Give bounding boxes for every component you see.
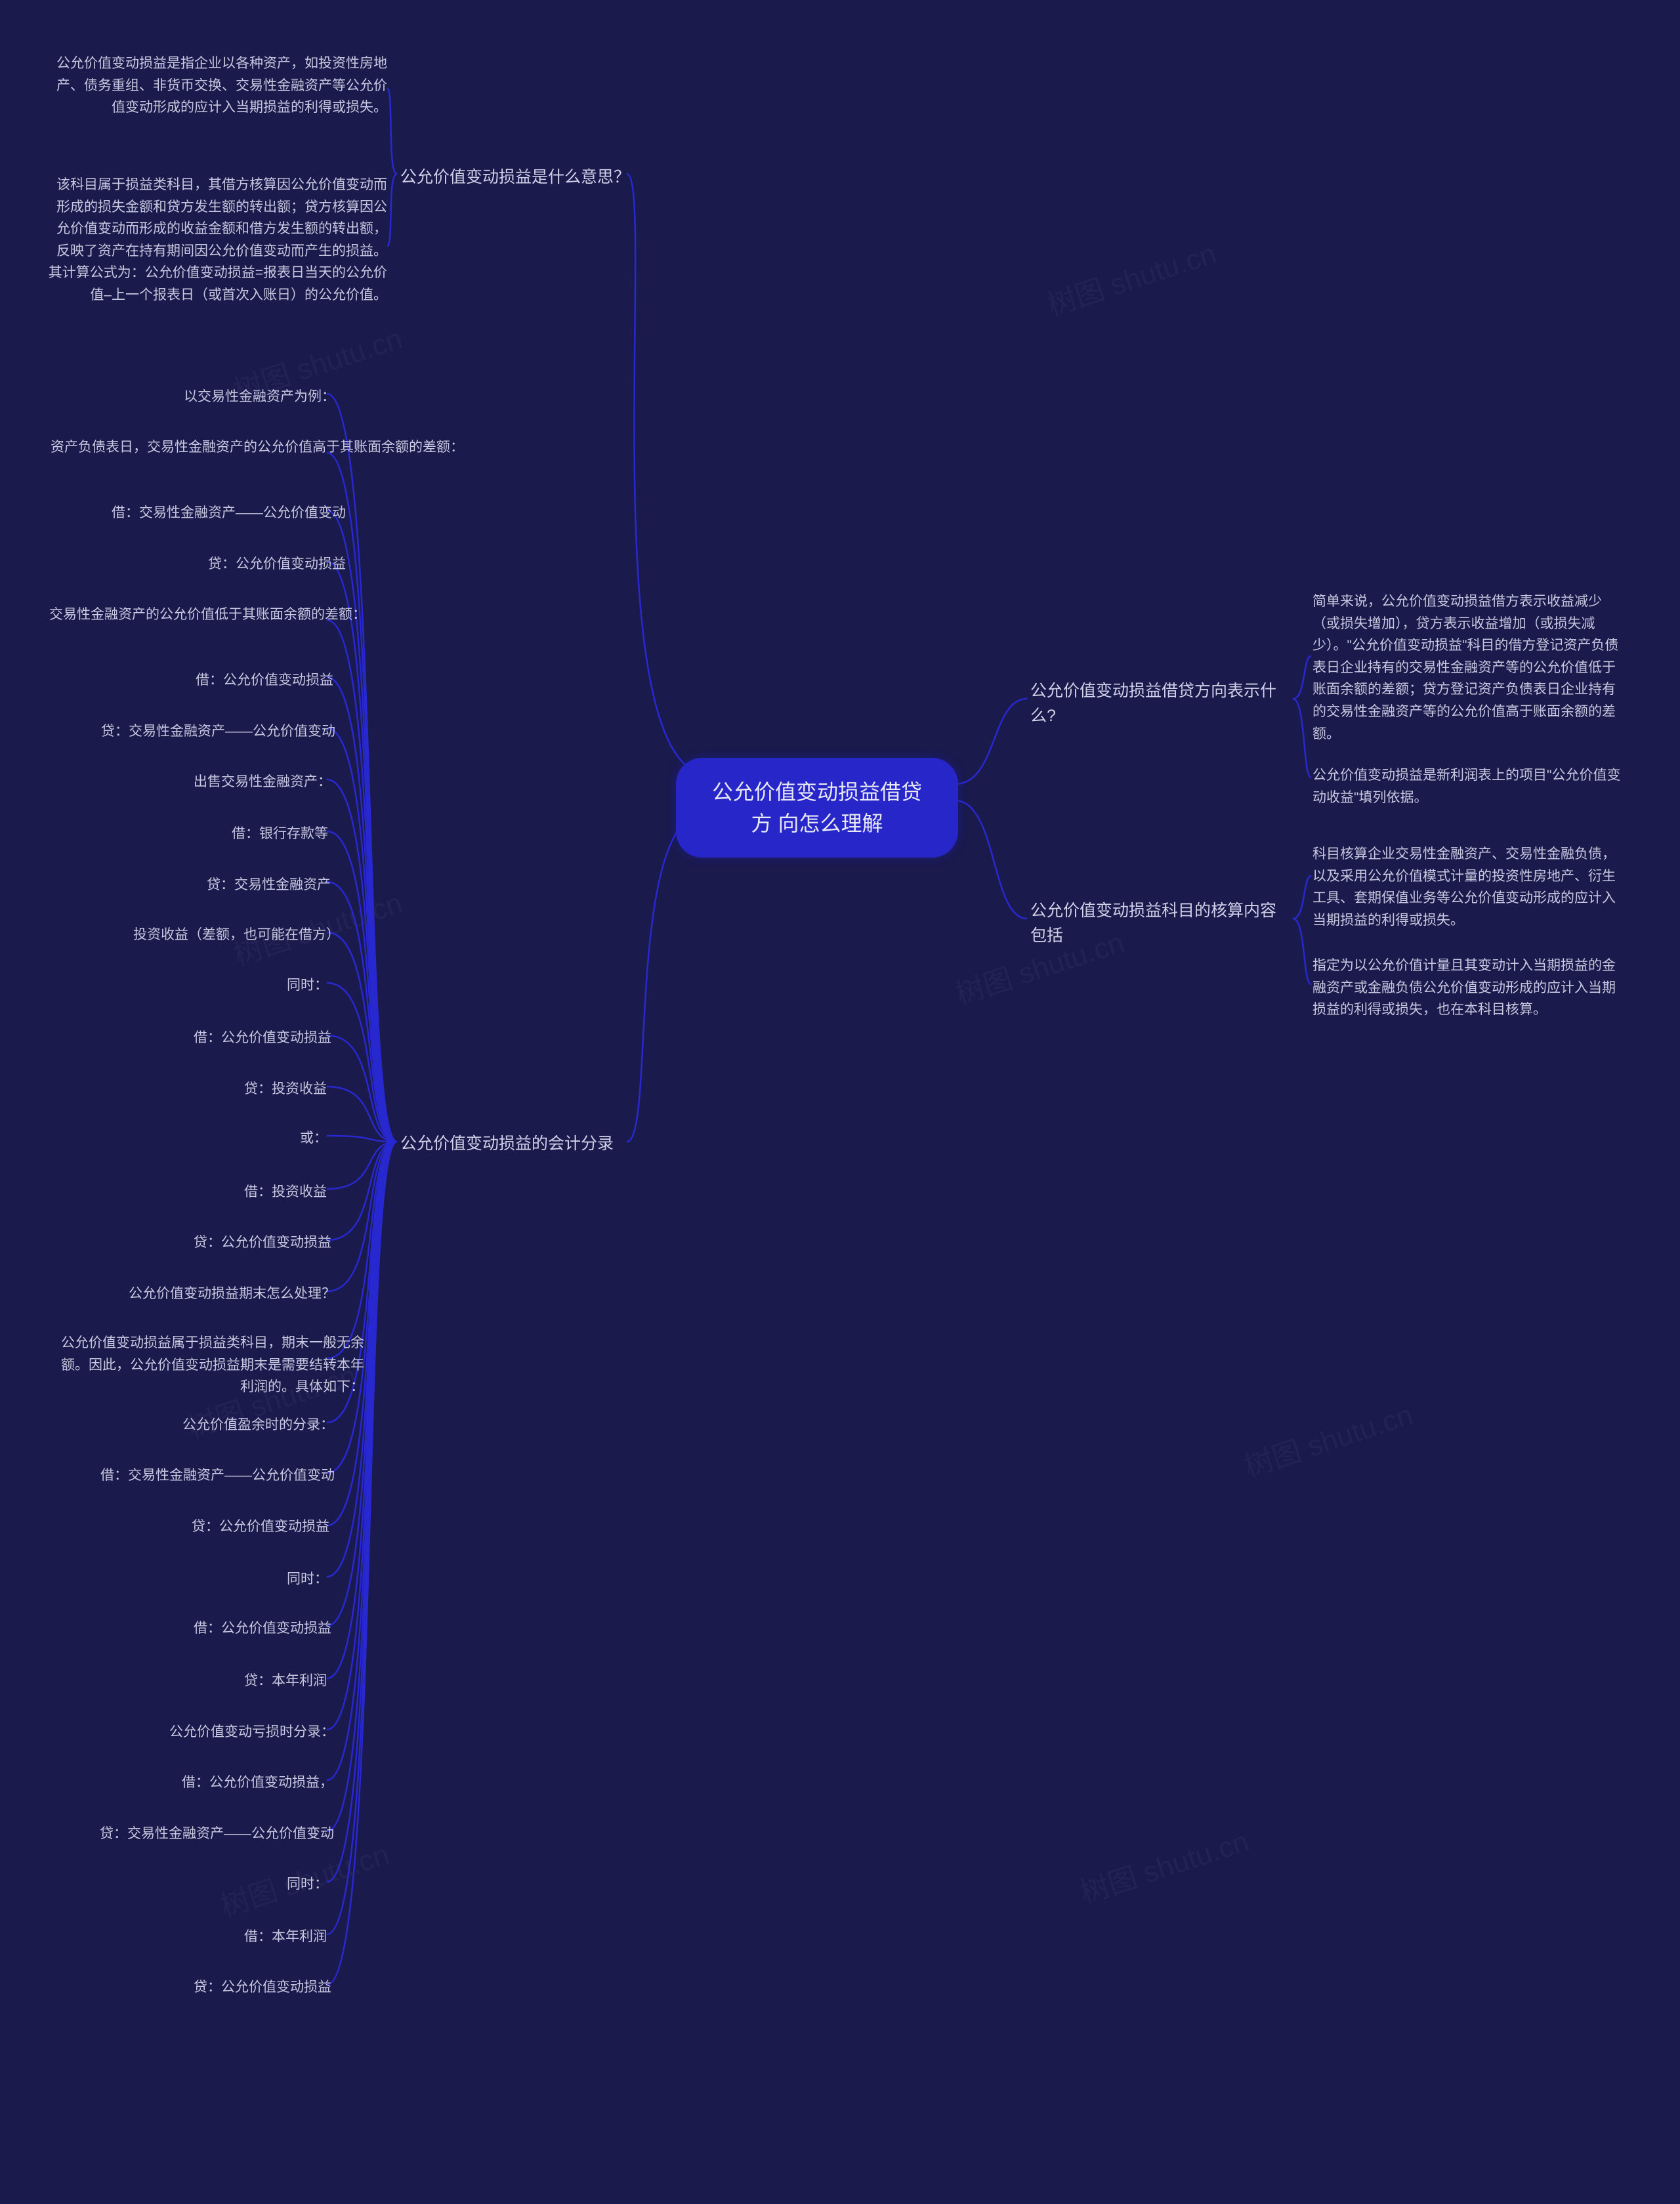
leaf-node: 指定为以公允价值计量且其变动计入当期损益的金融资产或金融负债公允价值变动形成的应… [1312,955,1628,1021]
leaf-node: 同时： [287,1873,328,1896]
leaf-node: 借：公允价值变动损益， [182,1772,333,1794]
leaf-node: 投资收益（差额，也可能在借方） [133,924,340,946]
leaf-node: 简单来说，公允价值变动损益借方表示收益减少（或损失增加），贷方表示收益增加（或损… [1312,591,1628,745]
leaf-node: 借：交易性金融资产——公允价值变动 [112,502,346,524]
leaf-node: 贷：交易性金融资产——公允价值变动 [101,720,335,743]
leaf-node: 公允价值变动损益是新利润表上的项目"公允价值变动收益"填列依据。 [1312,764,1628,808]
leaf-node: 借：交易性金融资产——公允价值变动 [100,1465,335,1487]
mindmap-canvas: 树图 shutu.cn树图 shutu.cn树图 shutu.cn树图 shut… [0,0,1680,2204]
branch-label-b1[interactable]: 公允价值变动损益是什么意思？ [400,165,630,190]
leaf-node: 贷：本年利润 [244,1670,327,1692]
leaf-node: 同时： [287,1568,328,1591]
branch-label-b2[interactable]: 公允价值变动损益借贷方向表示什 么? [1030,679,1293,728]
leaf-node: 贷：公允价值变动损益 [208,553,346,575]
leaf-node: 贷：公允价值变动损益 [194,1976,331,1999]
leaf-node: 贷：公允价值变动损益 [194,1232,331,1254]
leaf-node: 科目核算企业交易性金融资产、交易性金融负债，以及采用公允价值模式计量的投资性房地… [1312,843,1628,931]
leaf-node: 公允价值盈余时的分录： [182,1414,334,1436]
leaf-node: 贷：公允价值变动损益 [192,1516,329,1538]
watermark: 树图 shutu.cn [1238,1391,1418,1485]
leaf-node: 借：公允价值变动损益 [196,669,333,692]
branch-label-b4[interactable]: 公允价值变动损益的会计分录 [400,1132,614,1157]
leaf-node: 该科目属于损益类科目，其借方核算因公允价值变动而形成的损失金额和贷方发生额的转出… [46,174,387,306]
center-node[interactable]: 公允价值变动损益借贷方 向怎么理解 [676,758,958,858]
leaf-node: 公允价值变动损益是指企业以各种资产，如投资性房地产、债务重组、非货币交换、交易性… [46,52,387,119]
watermark: 树图 shutu.cn [1041,230,1221,323]
leaf-node: 借：公允价值变动损益 [194,1027,331,1049]
leaf-node: 以交易性金融资产为例： [184,386,335,408]
leaf-node: 同时： [287,974,328,997]
leaf-node: 公允价值变动亏损时分录： [169,1721,335,1743]
leaf-node: 借：本年利润 [244,1926,327,1948]
leaf-node: 交易性金融资产的公允价值低于其账面余额的差额： [49,604,366,626]
leaf-node: 或： [300,1127,327,1150]
leaf-node: 出售交易性金融资产： [194,771,331,793]
branch-label-b3[interactable]: 公允价值变动损益科目的核算内容 包括 [1030,899,1293,948]
leaf-node: 借：银行存款等 [232,823,328,845]
connectors [0,0,1680,2204]
leaf-node: 贷：投资收益 [244,1078,327,1100]
watermark: 树图 shutu.cn [1074,1818,1253,1911]
leaf-node: 贷：交易性金融资产 [207,874,331,896]
leaf-node: 公允价值变动损益属于损益类科目，期末一般无余额。因此，公允价值变动损益期末是需要… [49,1332,364,1398]
leaf-node: 贷：交易性金融资产——公允价值变动 [100,1823,334,1845]
leaf-node: 资产负债表日，交易性金融资产的公允价值高于其账面余额的差额： [51,436,464,459]
leaf-node: 借：公允价值变动损益 [194,1617,331,1640]
leaf-node: 公允价值变动损益期末怎么处理？ [129,1283,335,1305]
leaf-node: 借：投资收益 [244,1181,327,1203]
